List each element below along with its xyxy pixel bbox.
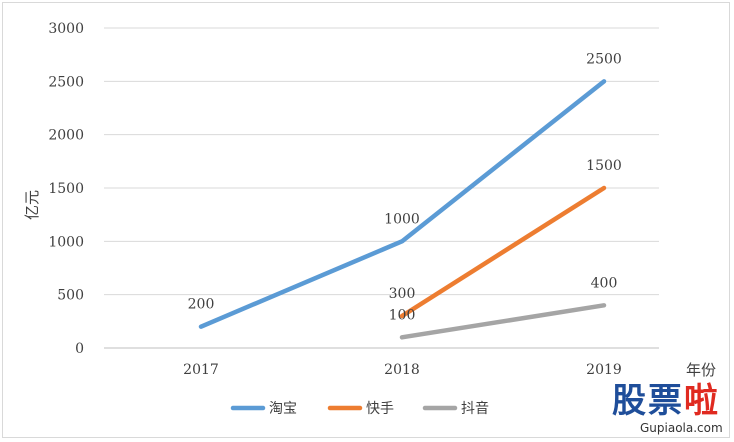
- data-label: 100: [389, 307, 416, 323]
- y-tick-label: 2000: [48, 128, 84, 144]
- legend-label: 抖音: [461, 400, 489, 417]
- y-tick-label: 3000: [48, 21, 84, 37]
- y-axis-label: 亿元: [23, 190, 41, 220]
- x-tick-label: 2017: [183, 362, 219, 378]
- data-labels: 200 1000 2500 300 1500 100 400: [188, 51, 622, 323]
- y-tick-label: 0: [75, 341, 84, 357]
- watermark-logo: 股 票 啦 Gupiaola.com: [612, 381, 723, 435]
- x-tick-label: 2018: [384, 362, 420, 378]
- series-line-1: [399, 185, 607, 319]
- y-tick-label: 2500: [48, 74, 84, 90]
- y-tick-label: 1500: [48, 181, 84, 197]
- series-line-2: [399, 303, 607, 340]
- data-label: 200: [188, 297, 215, 313]
- data-label: 1500: [586, 158, 622, 174]
- legend-label: 淘宝: [269, 401, 297, 417]
- legend-label: 快手: [366, 401, 394, 417]
- watermark-char: 股: [612, 381, 646, 421]
- legend: 淘宝 快手 抖音: [230, 400, 489, 417]
- gridlines: [104, 27, 659, 349]
- data-label: 400: [591, 275, 618, 291]
- watermark-url: Gupiaola.com: [640, 421, 723, 435]
- series-lines: [198, 79, 607, 340]
- watermark-char: 啦: [684, 381, 718, 421]
- data-label: 2500: [586, 51, 622, 67]
- x-axis-ticks: 2017 2018 2019: [183, 362, 622, 378]
- x-axis-label: 年份: [686, 361, 716, 379]
- y-tick-label: 1000: [48, 234, 84, 250]
- data-label: 1000: [384, 211, 420, 227]
- chart-frame: [2, 2, 730, 438]
- y-tick-label: 500: [57, 288, 84, 304]
- y-axis-ticks: 0 500 1000 1500 2000 2500 3000: [48, 21, 84, 357]
- watermark-char: 票: [648, 381, 682, 421]
- series-line-0: [198, 79, 607, 329]
- x-tick-label: 2019: [586, 362, 622, 378]
- data-label: 300: [389, 286, 416, 302]
